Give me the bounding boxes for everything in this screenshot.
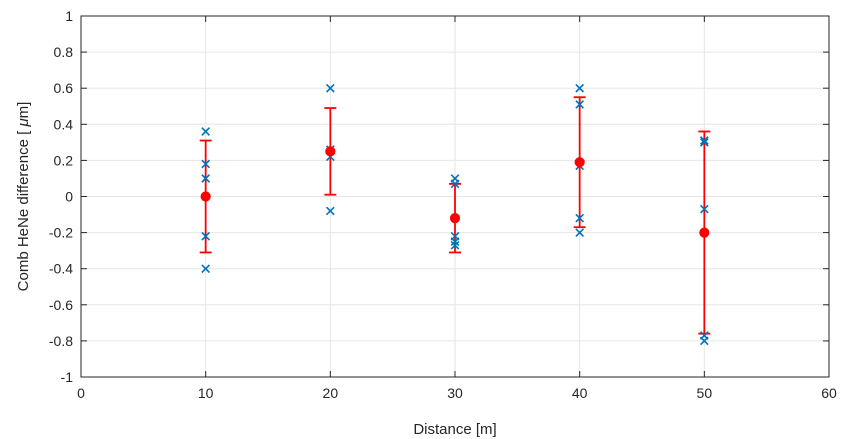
data-point-x: [201, 159, 211, 169]
mean-point: [325, 146, 336, 157]
data-point-x-stroke: [201, 127, 211, 136]
data-point-x-stroke: [699, 137, 709, 147]
y-tick-label: -0.8: [49, 333, 73, 349]
y-tick-label: 0.2: [54, 152, 74, 168]
x-axis-label: Distance [m]: [413, 421, 496, 438]
data-point-x: [699, 204, 709, 214]
data-point-x: [575, 100, 585, 109]
data-point-x-stroke: [201, 159, 211, 169]
data-point-x: [699, 336, 709, 346]
data-point-x: [450, 179, 460, 189]
data-point-x: [325, 83, 335, 93]
y-tick-label: -0.4: [49, 261, 73, 277]
mean-point: [200, 191, 211, 202]
data-point-x-stroke: [450, 179, 460, 189]
mean-point: [449, 213, 461, 224]
data-point-x: [575, 228, 585, 237]
x-tick-label: 50: [697, 385, 713, 401]
data-point-x-stroke: [450, 240, 460, 250]
data-point-x: [201, 264, 211, 274]
y-tick-label: -1: [61, 369, 74, 385]
data-point-x: [201, 174, 211, 183]
data-point-x-stroke: [325, 206, 335, 216]
y-axis-label-prefix: Comb HeNe difference [: [15, 127, 32, 292]
y-tick-label: -0.6: [49, 297, 73, 313]
x-tick-label: 40: [572, 385, 588, 401]
x-tick-label: 10: [198, 385, 214, 401]
y-tick-label: 0: [65, 189, 73, 205]
data-point-x-stroke: [575, 228, 585, 237]
data-point-x: [201, 231, 211, 241]
data-point-x: [201, 127, 211, 136]
data-point-x-stroke: [201, 174, 211, 183]
data-point-x-stroke: [575, 83, 585, 93]
x-tick-label: 60: [821, 385, 837, 401]
data-point-x-stroke: [699, 204, 709, 214]
data-point-x: [699, 136, 709, 145]
y-axis-label-suffix: m]: [15, 102, 32, 119]
data-point-x: [575, 213, 585, 223]
x-tick-label: 20: [323, 385, 339, 401]
data-point-x-stroke: [450, 237, 460, 246]
data-point-x-stroke: [201, 231, 211, 241]
data-point-x-stroke: [575, 213, 585, 223]
data-point-x-stroke: [575, 100, 585, 109]
data-point-x-stroke: [201, 264, 211, 274]
data-point-x: [575, 83, 585, 93]
data-point-x: [450, 237, 460, 246]
mean-point: [699, 227, 710, 238]
x-tick-label: 0: [77, 385, 85, 401]
data-point-x: [699, 137, 709, 147]
axes: [80, 15, 830, 378]
y-tick-label: 0.8: [54, 44, 74, 60]
tick-labels: 0 10 20 30 40 50 60 -1 -0.8 -0.6 -0.4 -0.2 0 0.2 0.4 0.…: [49, 8, 837, 401]
data-marks: [199, 83, 711, 346]
y-axis-label-mu: μ: [15, 118, 32, 127]
data-point-x-stroke: [325, 83, 335, 93]
data-point-x-stroke: [699, 136, 709, 145]
y-tick-label: -0.2: [49, 225, 73, 241]
data-point-x: [325, 206, 335, 216]
data-point-x-stroke: [699, 336, 709, 346]
data-point-x: [450, 240, 460, 250]
y-tick-label: 0.4: [54, 116, 74, 132]
y-tick-label: 0.6: [54, 80, 74, 96]
x-tick-label: 30: [447, 385, 463, 401]
y-tick-label: 1: [65, 8, 73, 24]
y-axis-label: Comb HeNe difference [ μm]: [15, 102, 32, 292]
mean-point: [574, 157, 585, 168]
